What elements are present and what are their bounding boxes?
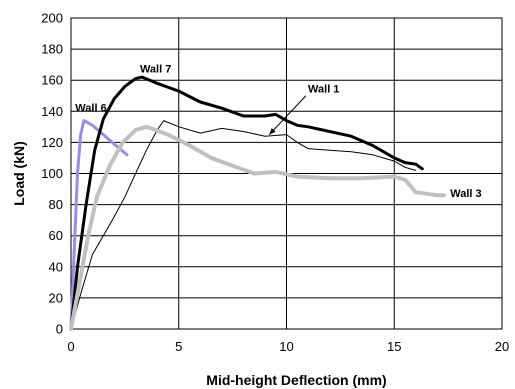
annotation-wall-1: Wall 1: [308, 84, 339, 96]
y-tick-label: 160: [41, 73, 63, 88]
plot-border: [70, 17, 503, 330]
annotation-arrowhead: [269, 128, 276, 135]
axes: [70, 17, 503, 330]
y-tick-label: 200: [41, 11, 63, 26]
y-tick-label: 20: [49, 290, 63, 305]
x-tick-label: 5: [175, 339, 182, 354]
y-axis-label: Load (kN): [11, 141, 27, 206]
x-axis-label: Mid-height Deflection (mm): [206, 372, 386, 388]
y-tick-label: 0: [56, 322, 63, 337]
annotation-wall-3: Wall 3: [450, 188, 481, 200]
series-lines: [69, 75, 446, 331]
annotations: Wall 7 Wall 6 Wall 1 Wall 3: [75, 63, 481, 199]
y-tick-label: 40: [49, 259, 63, 274]
y-tick-labels: 0 20 40 60 80 100 120 140 160 180 200: [41, 11, 63, 337]
annotation-wall-6: Wall 6: [75, 102, 106, 114]
y-tick-label: 80: [49, 197, 63, 212]
x-tick-label: 0: [67, 339, 74, 354]
annotation-arrow: [268, 95, 307, 135]
x-tick-labels: 0 5 10 15 20: [67, 339, 509, 354]
x-tick-label: 15: [387, 339, 401, 354]
series-line-wall-1: [70, 120, 417, 330]
x-tick-label: 20: [495, 339, 509, 354]
y-tick-label: 100: [41, 166, 63, 181]
series-line-wall-6: [69, 119, 129, 331]
y-tick-label: 180: [41, 42, 63, 57]
y-tick-label: 120: [41, 135, 63, 150]
series-line-wall-7: [69, 75, 424, 331]
y-tick-label: 60: [49, 228, 63, 243]
x-tick-label: 10: [279, 339, 293, 354]
y-tick-label: 140: [41, 104, 63, 119]
annotation-wall-7: Wall 7: [140, 63, 171, 75]
series-line-wall-3: [69, 124, 446, 331]
